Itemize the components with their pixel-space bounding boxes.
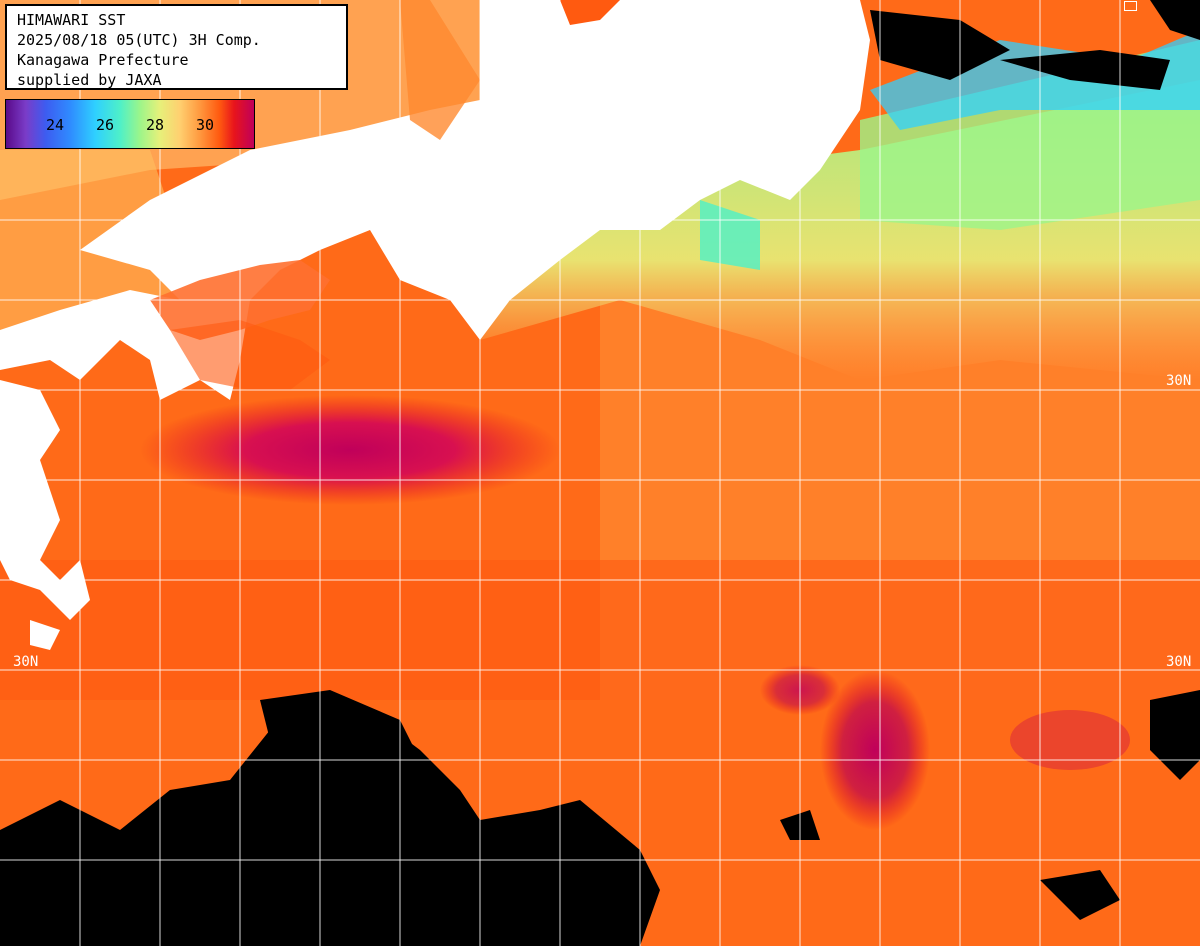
- land-islet: [30, 620, 60, 650]
- cloud-north-2: [1000, 50, 1170, 90]
- colorbar-tick-28: 28: [146, 116, 165, 134]
- info-datetime: 2025/08/18 05(UTC) 3H Comp.: [17, 31, 261, 49]
- cold-water-ne: [870, 30, 1200, 130]
- colorbar-tick-30: 30: [196, 116, 215, 134]
- land-kyushu: [0, 380, 90, 620]
- warm-bay-west: [400, 0, 480, 140]
- lat-label-lower-left: 30N: [13, 654, 39, 670]
- cloud-south-west: [0, 710, 660, 946]
- colorbar-tick-24: 24: [46, 116, 65, 134]
- warm-eddy-south: [820, 670, 930, 830]
- colorbar-tick-26: 26: [96, 116, 115, 134]
- cloud-north-3: [1150, 0, 1200, 40]
- cold-water-bay: [700, 200, 760, 270]
- temperature-colorbar: 24 26 28 30: [5, 99, 255, 149]
- info-title: HIMAWARI SST: [17, 11, 126, 29]
- ocean-band: [0, 560, 1200, 700]
- warm-bay-north: [560, 0, 620, 25]
- warm-pool-west: [140, 395, 560, 505]
- corner-mark-icon: [1124, 1, 1137, 11]
- info-region: Kanagawa Prefecture: [17, 51, 189, 69]
- info-box: HIMAWARI SST 2025/08/18 05(UTC) 3H Comp.…: [5, 4, 348, 90]
- cloud-se: [1040, 870, 1120, 920]
- cloud-band: [260, 690, 420, 770]
- lat-label-lower-right: 30N: [1166, 654, 1192, 670]
- lat-label-upper-right: 30N: [1166, 373, 1192, 389]
- sea-shikoku-coast: [170, 320, 330, 390]
- cloud-east: [1150, 690, 1200, 780]
- info-credit: supplied by JAXA: [17, 71, 162, 89]
- warm-patch-east: [1010, 710, 1130, 770]
- cloud-north-1: [870, 10, 1010, 80]
